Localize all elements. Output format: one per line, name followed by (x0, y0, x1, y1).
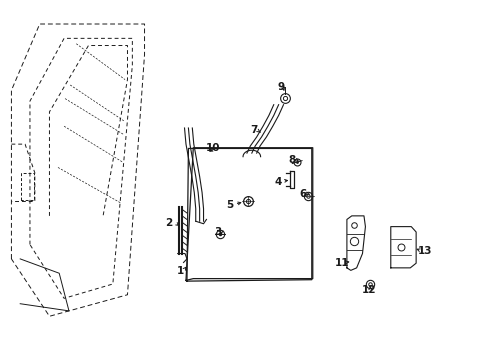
Text: 10: 10 (205, 143, 220, 153)
Text: 6: 6 (299, 189, 306, 199)
Text: 3: 3 (214, 227, 221, 237)
Text: 11: 11 (334, 258, 348, 268)
Text: 12: 12 (361, 285, 376, 296)
Text: 1: 1 (176, 266, 183, 276)
Text: 8: 8 (287, 154, 295, 165)
Text: 7: 7 (250, 125, 257, 135)
Text: 4: 4 (274, 177, 282, 187)
Text: 2: 2 (165, 218, 172, 228)
Text: 5: 5 (226, 200, 233, 210)
Text: 9: 9 (277, 82, 284, 92)
Text: 13: 13 (417, 246, 431, 256)
